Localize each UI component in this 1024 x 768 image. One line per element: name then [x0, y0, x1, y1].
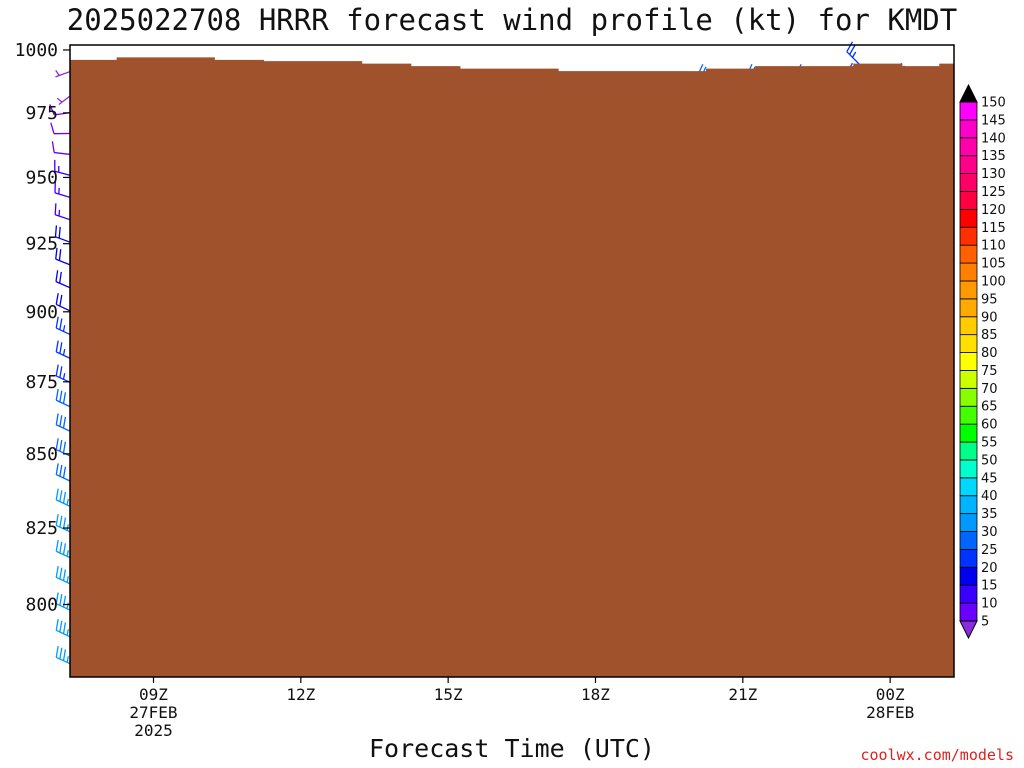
colorbar-swatch — [959, 602, 978, 622]
colorbar-label: 45 — [981, 471, 998, 486]
credit-link[interactable]: coolwx.com/models — [860, 746, 1014, 764]
colorbar-swatch — [959, 119, 978, 139]
colorbar-label: 75 — [981, 364, 998, 379]
colorbar-label: 150 — [981, 96, 1006, 111]
colorbar-label: 35 — [981, 507, 998, 522]
y-tick-label: 925 — [25, 234, 58, 255]
colorbar-label: 90 — [981, 310, 998, 325]
colorbar-label: 55 — [981, 436, 998, 451]
x-tick-label: 00Z — [876, 685, 905, 704]
y-tick-label: 975 — [25, 103, 58, 124]
colorbar-swatch — [959, 352, 978, 371]
x-axis-title: Forecast Time (UTC) — [369, 734, 655, 763]
colorbar-swatch — [959, 173, 978, 192]
colorbar-swatch — [959, 137, 978, 157]
colorbar-label: 135 — [981, 149, 1006, 164]
colorbar-swatch — [959, 495, 978, 515]
y-tick-label: 900 — [25, 302, 58, 323]
wind-barb — [55, 463, 79, 486]
colorbar-label: 80 — [981, 346, 998, 361]
colorbar-label: 60 — [981, 418, 998, 433]
colorbar-swatch — [959, 477, 978, 497]
colorbar-label: 40 — [981, 489, 998, 504]
colorbar-label: 85 — [981, 328, 998, 343]
surface-terrain — [70, 57, 954, 677]
terrain-fill — [70, 57, 954, 677]
colorbar-swatch — [959, 298, 978, 318]
colorbar-swatch — [959, 513, 978, 532]
x-tick-label: 18Z — [581, 685, 610, 704]
colorbar-label: 10 — [981, 597, 998, 612]
colorbar-label: 100 — [981, 274, 1006, 289]
colorbar-swatch — [959, 584, 978, 604]
colorbar-label: 125 — [981, 185, 1006, 200]
colorbar-swatch — [959, 423, 978, 443]
y-tick-label: 950 — [25, 167, 58, 188]
colorbar-swatch — [959, 370, 978, 389]
colorbar-label: 105 — [981, 257, 1006, 272]
y-tick-label: 800 — [25, 595, 58, 616]
x-tick-label: 27FEB — [129, 703, 177, 722]
colorbar-label: 5 — [981, 615, 989, 630]
colorbar-label: 140 — [981, 131, 1006, 146]
colorbar-swatch — [959, 101, 978, 121]
colorbar-label: 110 — [981, 239, 1006, 254]
x-tick-label: 28FEB — [866, 703, 914, 722]
colorbar-swatch — [959, 459, 978, 479]
colorbar-label: 120 — [981, 203, 1006, 218]
colorbar-max-triangle — [959, 83, 978, 103]
colorbar-swatch — [959, 334, 978, 353]
colorbar-swatch — [959, 316, 978, 336]
colorbar-swatch — [959, 566, 978, 586]
colorbar-swatch — [959, 208, 978, 228]
plot-frame — [69, 44, 955, 678]
y-tick-label: 1000 — [15, 40, 58, 61]
colorbar-min-triangle — [959, 620, 978, 640]
y-tick-label: 850 — [25, 444, 58, 465]
colorbar-swatch — [959, 155, 978, 174]
colorbar-label: 115 — [981, 221, 1006, 236]
colorbar-label: 25 — [981, 543, 998, 558]
colorbar-swatch — [959, 531, 978, 550]
x-tick-label: 2025 — [134, 721, 173, 740]
colorbar-label: 70 — [981, 382, 998, 397]
colorbar-swatch — [959, 549, 978, 568]
colorbar: 5 10 15 20 25 30 35 40 45 50 55 60 65 70 75 80 85 90 95 100… — [959, 83, 1006, 640]
x-tick-label: 21Z — [728, 685, 757, 704]
x-tick-label: 15Z — [434, 685, 463, 704]
colorbar-swatch — [959, 191, 978, 210]
colorbar-label: 65 — [981, 400, 998, 415]
colorbar-swatch — [959, 262, 978, 282]
colorbar-label: 20 — [981, 561, 998, 576]
chart-title: 2025022708 HRRR forecast wind profile (k… — [67, 3, 957, 37]
x-tick-label: 12Z — [286, 685, 315, 704]
colorbar-label: 130 — [981, 167, 1006, 182]
y-axis: 800 825 850 875 900 925 950 975 1000 — [15, 40, 70, 616]
colorbar-swatch — [959, 244, 978, 264]
colorbar-swatch — [959, 280, 978, 300]
y-tick-label: 825 — [25, 518, 58, 539]
colorbar-label: 145 — [981, 113, 1006, 128]
colorbar-swatch — [959, 387, 978, 407]
colorbar-label: 30 — [981, 525, 998, 540]
colorbar-label: 50 — [981, 453, 998, 468]
colorbar-swatch — [959, 226, 978, 246]
colorbar-swatch — [959, 441, 978, 461]
colorbar-label: 15 — [981, 579, 998, 594]
y-tick-label: 875 — [25, 372, 58, 393]
colorbar-label: 95 — [981, 292, 998, 307]
colorbar-swatch — [959, 405, 978, 425]
wind-barb — [55, 340, 79, 363]
x-tick-label: 09Z — [139, 685, 168, 704]
